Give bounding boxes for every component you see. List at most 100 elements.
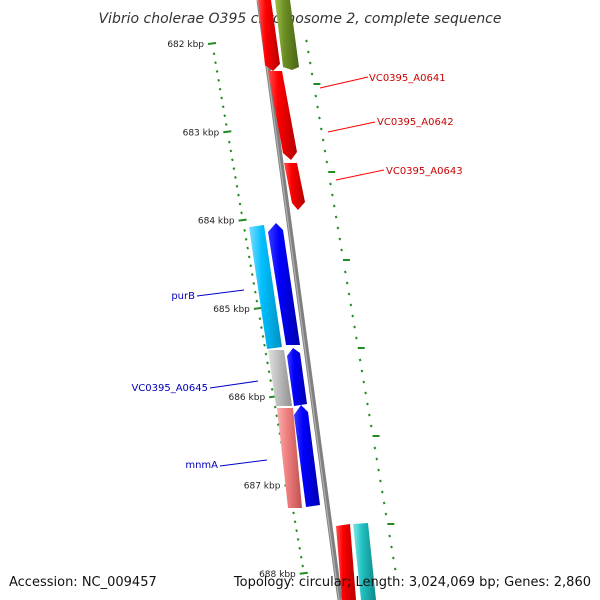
- outer-ruler-tick: [340, 248, 344, 252]
- gene-arrow-vc0395-a0645[interactable]: [268, 350, 292, 406]
- gene-arrow-red-bottom[interactable]: [336, 524, 356, 600]
- ruler-minor-tick: [267, 370, 271, 374]
- ruler-tick-label: 686 kbp: [228, 393, 265, 403]
- outer-ruler-tick: [314, 94, 318, 98]
- ruler-minor-tick: [223, 114, 227, 118]
- ruler-minor-tick: [240, 211, 243, 215]
- ruler-minor-tick: [212, 52, 216, 56]
- outer-ruler-tick: [391, 556, 395, 560]
- gene-arrow-blue-3[interactable]: [294, 405, 320, 507]
- ruler-minor-tick: [229, 149, 233, 153]
- outer-ruler-tick: [329, 182, 332, 186]
- outer-ruler-tick: [382, 501, 386, 505]
- ruler-minor-tick: [255, 299, 259, 303]
- ruler-minor-tick: [237, 193, 240, 197]
- topology-label: Topology: circular; Length: 3,024,069 bp…: [233, 575, 591, 590]
- label-line-purb: [196, 289, 245, 297]
- outer-ruler-tick: [367, 413, 371, 417]
- outer-ruler-tick: [306, 50, 310, 54]
- ruler-major-tick: [238, 218, 247, 222]
- ruler-minor-tick: [230, 158, 234, 162]
- ruler-minor-tick: [214, 61, 217, 65]
- gene-label-purb[interactable]: purB: [171, 291, 195, 302]
- ruler-major-tick: [207, 42, 217, 45]
- ruler-minor-tick: [261, 334, 265, 338]
- ruler-tick-label: 685 kbp: [213, 305, 250, 315]
- gene-label-vc0395-a0643[interactable]: VC0395_A0643: [386, 166, 463, 177]
- outer-ruler-tick: [349, 303, 353, 307]
- outer-ruler-tick: [369, 424, 373, 428]
- ruler-major-tick: [253, 306, 263, 310]
- outer-ruler-tick: [351, 314, 355, 318]
- outer-ruler-tick: [332, 204, 336, 208]
- outer-ruler-tick: [353, 325, 356, 329]
- outer-ruler-tick: [347, 292, 351, 296]
- ruler-minor-tick: [227, 140, 231, 144]
- ruler-minor-tick: [295, 529, 299, 533]
- accession-label: Accession: NC_009457: [9, 575, 157, 590]
- ruler-minor-tick: [299, 555, 303, 559]
- ruler-tick-label: 682 kbp: [167, 40, 204, 50]
- outer-ruler-tick: [310, 72, 314, 76]
- outer-ruler-tick: [366, 402, 369, 406]
- outer-ruler-tick: [319, 127, 323, 131]
- ruler-minor-tick: [293, 520, 297, 524]
- outer-ruler-tick: [325, 160, 329, 164]
- outer-ruler-tick: [380, 490, 384, 494]
- map-title: Vibrio cholerae O395 chromosome 2, compl…: [98, 11, 501, 27]
- outer-ruler-tick: [355, 336, 358, 340]
- gene-arrow-olive[interactable]: [275, 0, 299, 70]
- outer-ruler-tick: [377, 468, 380, 472]
- label-line-a0642: [327, 121, 376, 133]
- gene-label-vc0395-a0642[interactable]: VC0395_A0642: [377, 117, 454, 128]
- ruler-minor-tick: [269, 379, 273, 382]
- gene-label-mnma[interactable]: mnmA: [185, 460, 218, 471]
- ruler-minor-tick: [253, 290, 257, 294]
- outer-ruler-tick: [388, 534, 392, 538]
- gene-arrow-purb[interactable]: [249, 225, 282, 349]
- ruler-tick-label: 683 kbp: [183, 128, 220, 138]
- ruler-minor-tick: [301, 564, 305, 568]
- gene-label-vc0395-a0641[interactable]: VC0395_A0641: [369, 73, 446, 84]
- ruler-minor-tick: [266, 361, 269, 365]
- outer-ruler-tick: [308, 61, 312, 65]
- ruler-minor-tick: [232, 167, 236, 171]
- label-line-a0641: [319, 76, 369, 89]
- ruler-minor-tick: [243, 228, 247, 232]
- ruler-minor-tick: [218, 87, 222, 91]
- ruler-major-tick: [223, 130, 232, 134]
- outer-ruler-tick: [364, 391, 368, 395]
- ruler-tick-label: 687 kbp: [244, 482, 281, 492]
- outer-ruler-tick: [336, 226, 340, 230]
- outer-ruler-tick: [318, 116, 321, 120]
- ruler-minor-tick: [249, 264, 253, 268]
- ruler-minor-tick: [246, 246, 250, 250]
- ruler-minor-tick: [260, 326, 263, 330]
- gene-arrow-red-top[interactable]: [258, 0, 280, 71]
- gene-arrow-blue-2[interactable]: [287, 348, 307, 406]
- label-line-mnma: [219, 459, 268, 467]
- gene-label-vc0395-a0645[interactable]: VC0395_A0645: [131, 383, 208, 394]
- ruler-tick-label: 684 kbp: [198, 217, 235, 227]
- ruler-minor-tick: [235, 184, 239, 188]
- gene-arrow-vc0395-a0641[interactable]: [268, 71, 297, 160]
- gene-arrow-vc0395-a0643[interactable]: [284, 163, 305, 210]
- ruler-minor-tick: [273, 405, 277, 409]
- ruler-major-tick: [299, 571, 308, 575]
- ruler-minor-tick: [244, 237, 248, 241]
- ruler-minor-tick: [247, 255, 251, 259]
- outer-ruler-tick: [343, 270, 347, 274]
- ruler-minor-tick: [292, 511, 295, 515]
- gene-arrow-mnma[interactable]: [277, 408, 302, 508]
- gene-arrow-teal-bottom[interactable]: [353, 523, 376, 600]
- outer-ruler-tick: [384, 512, 388, 516]
- ruler-minor-tick: [275, 414, 279, 418]
- label-line-vc0395-a0645: [209, 380, 259, 389]
- ruler-minor-tick: [220, 96, 224, 100]
- gene-arrow-blue-1[interactable]: [268, 223, 300, 345]
- outer-ruler-tick: [358, 358, 362, 362]
- outer-ruler-tick: [334, 215, 338, 219]
- outer-ruler-tick: [360, 369, 364, 373]
- ruler-minor-tick: [270, 387, 274, 391]
